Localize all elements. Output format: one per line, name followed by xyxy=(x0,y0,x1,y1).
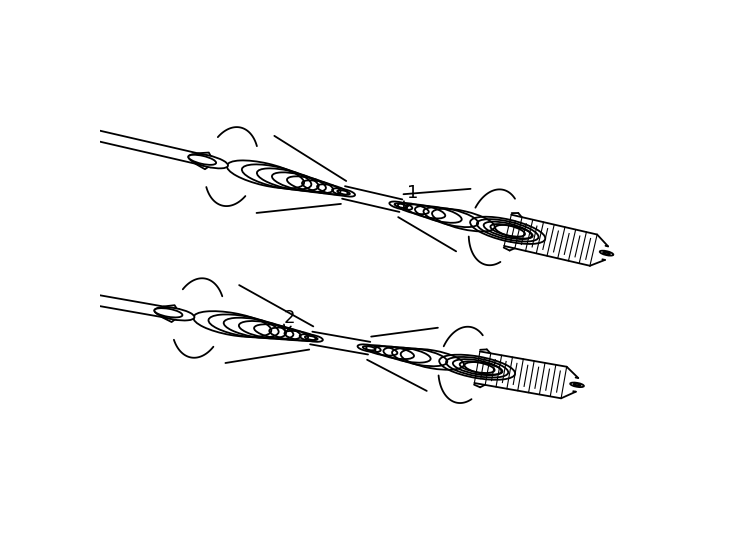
Ellipse shape xyxy=(154,307,195,320)
Text: 1: 1 xyxy=(404,184,418,209)
Text: 2: 2 xyxy=(284,309,295,333)
Ellipse shape xyxy=(189,155,216,165)
Ellipse shape xyxy=(154,308,183,318)
Ellipse shape xyxy=(189,154,228,168)
